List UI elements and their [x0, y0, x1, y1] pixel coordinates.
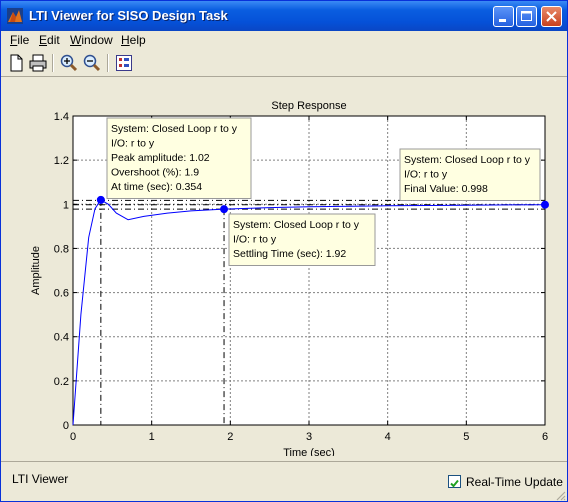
datatip-line: Peak amplitude: 1.02 — [111, 152, 210, 164]
characteristic-marker — [220, 205, 229, 214]
zoom-in-icon[interactable] — [59, 53, 79, 73]
step-response-series — [72, 195, 549, 426]
status-text: LTI Viewer — [12, 472, 69, 486]
x-tick-label: 6 — [542, 431, 548, 443]
characteristic-marker — [96, 195, 105, 204]
zoom-out-icon[interactable] — [82, 53, 102, 73]
datatip-line: I/O: r to y — [233, 234, 277, 246]
datatip-box — [399, 148, 541, 201]
datatips: System: Closed Loop r to y I/O: r to y Pea… — [106, 117, 541, 266]
y-tick-label: 0.6 — [54, 288, 69, 300]
toolbar — [1, 50, 567, 77]
datatip-box — [106, 117, 252, 199]
checkmark-icon — [450, 479, 459, 488]
y-tick-label: 0.8 — [54, 243, 69, 255]
datatip[interactable]: System: Closed Loop r to y I/O: r to y Set… — [228, 213, 376, 266]
datatip-line: I/O: r to y — [111, 138, 155, 150]
window-title: LTI Viewer for SISO Design Task — [29, 8, 228, 23]
realtime-update-checkbox[interactable] — [448, 475, 461, 488]
chart-title: Step Response — [271, 100, 346, 112]
characteristic-marker — [541, 200, 549, 209]
datatip-line: I/O: r to y — [404, 169, 448, 181]
menu-help[interactable]: Help — [121, 33, 146, 47]
datatip-box — [228, 213, 376, 266]
status-area: LTI Viewer Real-Time Update — [1, 461, 567, 502]
datatip[interactable]: System: Closed Loop r to y I/O: r to y Pea… — [106, 117, 252, 199]
plot-frame — [72, 115, 546, 426]
x-tick-label: 4 — [385, 431, 391, 443]
y-tick-label: 1.2 — [54, 155, 69, 167]
menu-edit[interactable]: Edit — [39, 33, 60, 47]
close-icon — [546, 11, 557, 22]
x-tick-label: 0 — [70, 431, 76, 443]
maximize-button[interactable] — [516, 6, 537, 27]
menu-bar: File Edit Window Help — [1, 31, 567, 50]
datatip-line: System: Closed Loop r to y — [111, 123, 238, 135]
x-tick-label: 2 — [227, 431, 233, 443]
title-bar[interactable]: LTI Viewer for SISO Design Task — [1, 1, 567, 31]
realtime-update-label: Real-Time Update — [466, 475, 563, 489]
datatip-line: Settling Time (sec): 1.92 — [233, 248, 346, 260]
y-tick-label: 1.4 — [54, 111, 69, 123]
datatip-line: At time (sec): 0.354 — [111, 181, 202, 193]
matlab-icon — [7, 8, 23, 24]
step-response-line — [72, 199, 546, 426]
y-axis-label: Amplitude — [30, 246, 42, 295]
datatip-line: System: Closed Loop r to y — [233, 219, 360, 231]
x-tick-label: 1 — [149, 431, 155, 443]
new-document-icon[interactable] — [6, 53, 26, 73]
y-tick-label: 1 — [63, 199, 69, 211]
datatip[interactable]: System: Closed Loop r to y I/O: r to y Fin… — [399, 148, 541, 201]
toolbar-separator — [52, 54, 54, 72]
datatip-line: Final Value: 0.998 — [404, 183, 488, 195]
y-tick-label: 0.2 — [54, 376, 69, 388]
menu-file[interactable]: File — [10, 33, 30, 47]
resize-grip-icon[interactable] — [554, 489, 566, 501]
x-tick-label: 3 — [306, 431, 312, 443]
y-tick-label: 0 — [63, 420, 69, 432]
y-tick-label: 0.4 — [54, 332, 69, 344]
x-tick-label: 5 — [463, 431, 469, 443]
grid-toggle-icon[interactable] — [114, 53, 134, 73]
minimize-icon — [499, 19, 506, 22]
datatip-line: Overshoot (%): 1.9 — [111, 167, 199, 179]
toolbar-separator — [107, 54, 109, 72]
print-icon[interactable] — [28, 53, 48, 73]
close-button[interactable] — [541, 6, 562, 27]
datatip-line: System: Closed Loop r to y — [404, 154, 531, 166]
x-axis-label: Time (sec) — [283, 447, 335, 456]
minimize-button[interactable] — [493, 6, 514, 27]
step-response-figure[interactable]: 0 1 2 3 4 5 6 0 0.2 0.4 0.6 0.8 1 1.2 1.4 System: Clos… — [4, 78, 564, 456]
menu-window[interactable]: Window — [70, 33, 113, 47]
maximize-icon — [521, 11, 532, 21]
